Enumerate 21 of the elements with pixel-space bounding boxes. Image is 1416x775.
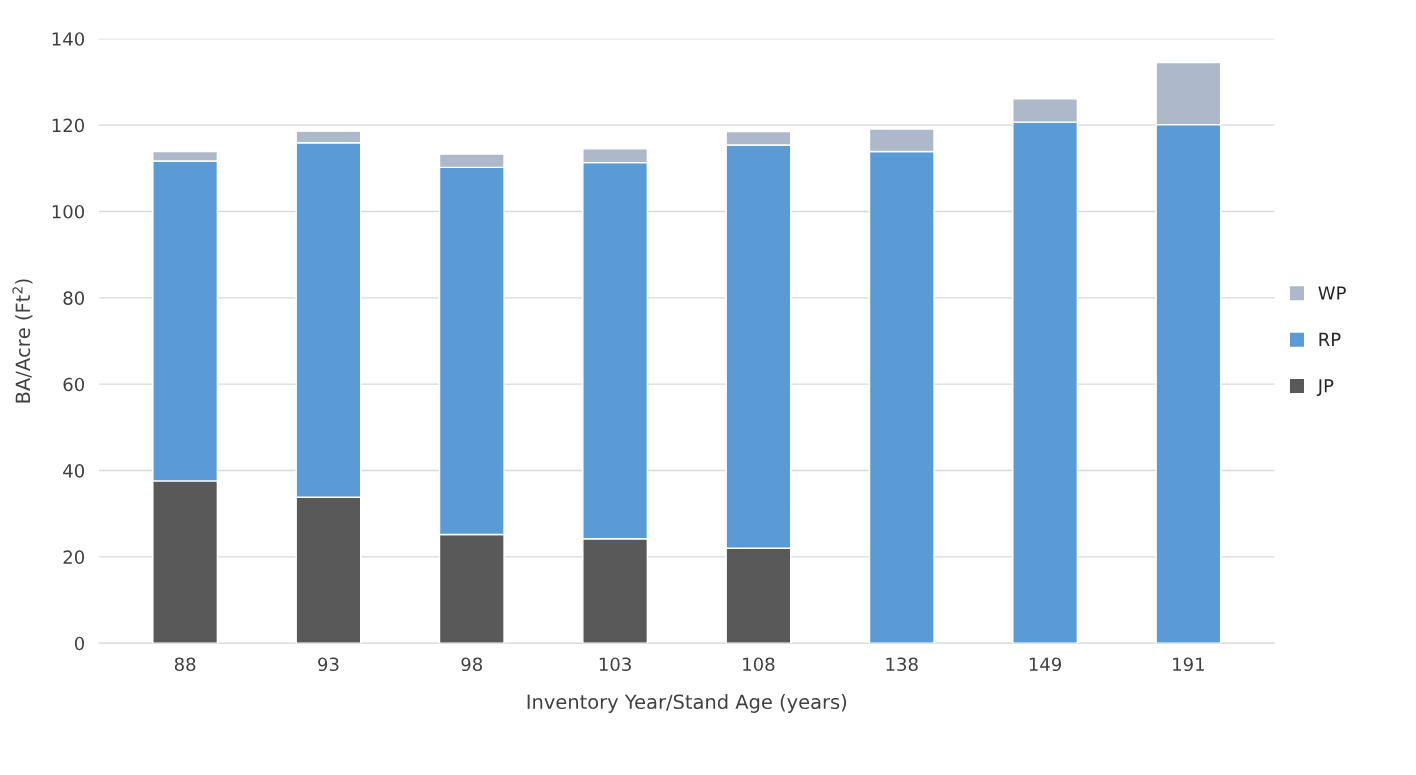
legend-label: RP	[1319, 332, 1341, 346]
x-tick-label: 108	[743, 657, 775, 672]
y-axis-title: BA/Acre (Ft$^{2}$)	[12, 279, 33, 403]
x-tick-label: 98	[461, 657, 483, 672]
y-tick-label: 20	[63, 550, 85, 565]
y-tick-label: 140	[52, 32, 85, 46]
x-tick-label: 88	[174, 657, 196, 672]
y-tick-label: 60	[63, 377, 85, 392]
y-tick-label: 120	[52, 118, 85, 133]
legend-label: WP	[1318, 286, 1346, 300]
y-tick-label: 80	[63, 291, 85, 305]
y-tick-label: 40	[63, 463, 85, 478]
y-tick-label: 100	[52, 204, 85, 219]
x-tick-label: 138	[886, 657, 918, 672]
x-axis-title: Inventory Year/Stand Age (years)	[527, 694, 847, 713]
x-tick-label: 103	[599, 657, 631, 672]
x-tick-label: 149	[1029, 657, 1062, 672]
legend-label: JP	[1316, 379, 1334, 396]
x-tick-label: 191	[1173, 657, 1204, 672]
x-tick-label: 93	[318, 657, 339, 672]
y-tick-label: 0	[74, 636, 85, 651]
